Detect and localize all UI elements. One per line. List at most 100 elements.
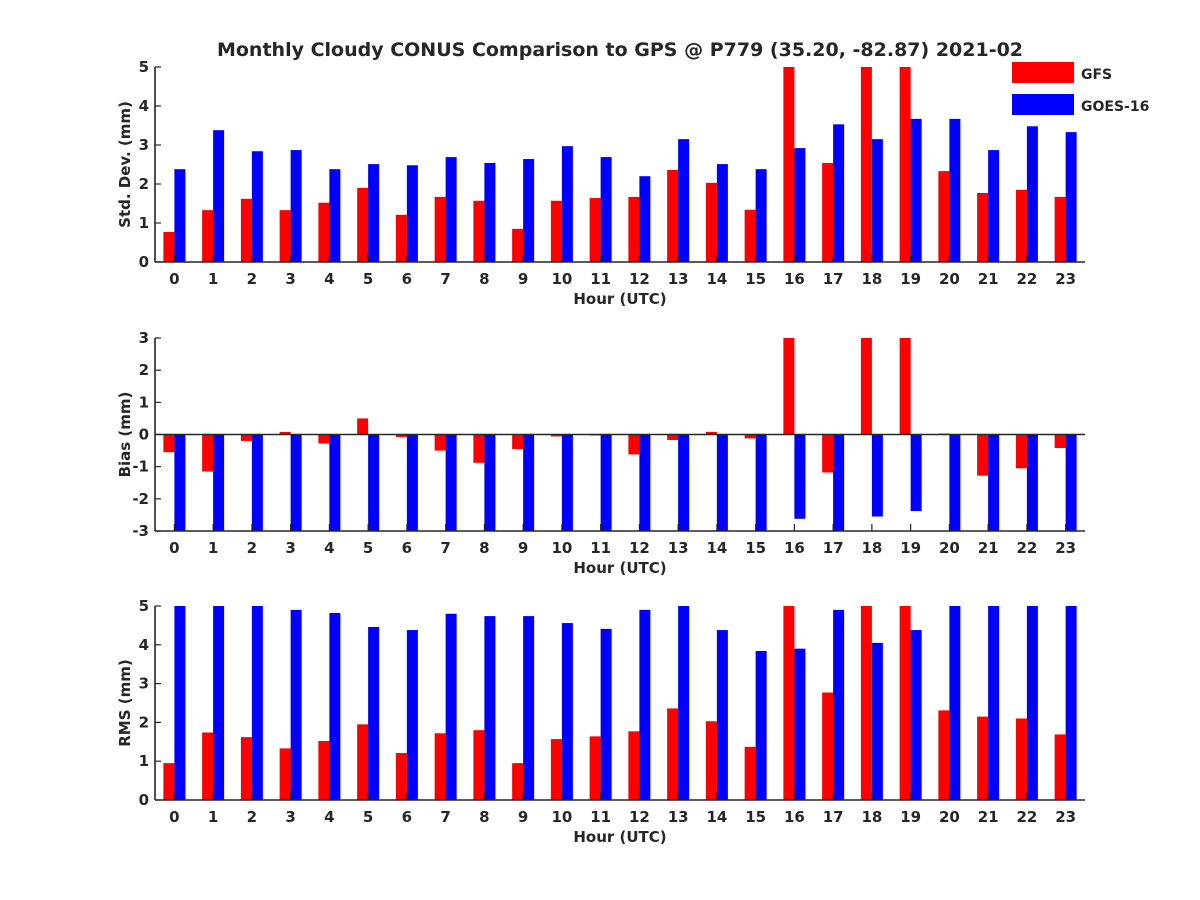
x-tick-label-22: 22 [1016,539,1037,557]
bar-goes16-16 [794,648,806,800]
bar-goes16-15 [755,434,767,531]
bar-goes16-8 [484,434,496,531]
y-tick-label-3: 3 [139,136,149,154]
x-tick-label-4: 4 [324,270,334,288]
x-tick-label-19: 19 [900,270,921,288]
bar-gfs-4 [318,202,330,262]
y-tick-label--2: -2 [132,490,149,508]
bar-gfs-23 [1054,196,1066,262]
bar-goes16-20 [949,118,961,263]
bar-goes16-21 [988,150,1000,262]
bar-gfs-13 [667,169,679,262]
x-tick-label-16: 16 [784,270,805,288]
bar-goes16-14 [716,164,728,262]
bar-gfs-5 [357,418,369,435]
x-tick-label-9: 9 [518,808,528,826]
legend-label-goes16: GOES-16 [1081,99,1149,115]
bar-gfs-20 [938,171,950,262]
x-tick-label-10: 10 [551,808,572,826]
bar-gfs-15 [744,746,756,800]
bar-gfs-12 [628,196,640,262]
x-tick-label-15: 15 [745,808,766,826]
bar-goes16-11 [600,628,612,800]
bar-goes16-12 [639,434,651,531]
x-tick-label-14: 14 [706,539,727,557]
x-tick-label-17: 17 [823,270,844,288]
bar-goes16-20 [949,606,961,800]
bar-goes16-1 [213,130,225,262]
x-tick-label-13: 13 [668,270,689,288]
x-tick-label-17: 17 [823,539,844,557]
x-tick-label-23: 23 [1055,539,1076,557]
bar-gfs-8 [473,730,485,800]
bar-goes16-21 [988,606,1000,800]
bar-goes16-6 [406,630,418,800]
bar-gfs-7 [434,434,446,451]
x-tick-label-3: 3 [285,539,295,557]
bar-gfs-1 [202,434,214,472]
x-tick-label-21: 21 [978,270,999,288]
x-tick-label-22: 22 [1016,270,1037,288]
x-tick-label-13: 13 [668,539,689,557]
bar-goes16-1 [213,434,225,531]
y-tick-label-4: 4 [139,97,149,115]
x-tick-label-16: 16 [784,539,805,557]
bar-goes16-4 [329,612,341,800]
bar-goes16-7 [445,157,457,262]
bar-gfs-15 [744,209,756,262]
bar-gfs-3 [279,748,291,800]
bar-gfs-0 [163,434,175,453]
bar-goes16-22 [1026,126,1038,262]
bar-gfs-6 [395,753,407,800]
bar-gfs-19 [899,67,911,262]
x-tick-label-4: 4 [324,539,334,557]
bar-gfs-2 [240,434,252,441]
bar-gfs-22 [1015,718,1027,800]
x-tick-label-7: 7 [440,270,450,288]
bar-goes16-18 [871,139,883,262]
x-tick-label-12: 12 [629,808,650,826]
bar-goes16-15 [755,169,767,262]
x-tick-label-1: 1 [208,539,218,557]
bar-gfs-10 [550,434,562,437]
bar-gfs-2 [240,737,252,800]
bar-gfs-16 [783,67,795,262]
y-tick-label-0: 0 [139,253,149,271]
x-tick-label-5: 5 [363,808,373,826]
y-axis-label: RMS (mm) [116,659,134,746]
x-tick-label-6: 6 [402,808,412,826]
bar-gfs-14 [705,721,717,800]
bar-goes16-3 [290,150,302,262]
y-tick-label-0: 0 [139,426,149,444]
bar-goes16-18 [871,434,883,517]
bar-goes16-8 [484,616,496,800]
bar-gfs-17 [822,162,834,262]
x-tick-label-21: 21 [978,539,999,557]
bar-goes16-12 [639,609,651,800]
bar-goes16-5 [368,164,380,262]
bar-goes16-0 [174,434,186,531]
bar-goes16-22 [1026,606,1038,800]
figure-title: Monthly Cloudy CONUS Comparison to GPS @… [217,39,1023,61]
bar-goes16-7 [445,613,457,800]
x-tick-label-2: 2 [247,270,257,288]
bar-gfs-12 [628,731,640,800]
bar-gfs-23 [1054,734,1066,800]
x-tick-label-7: 7 [440,539,450,557]
y-tick-label-2: 2 [139,175,149,193]
bar-gfs-18 [860,606,872,800]
bar-goes16-19 [910,630,922,800]
x-tick-label-14: 14 [706,808,727,826]
x-tick-label-23: 23 [1055,808,1076,826]
bar-goes16-16 [794,148,806,262]
bar-goes16-15 [755,651,767,800]
bar-goes16-11 [600,157,612,262]
y-tick-label-1: 1 [139,214,149,232]
bar-goes16-6 [406,434,418,531]
bar-goes16-10 [561,623,573,800]
y-tick-label-2: 2 [139,713,149,731]
bar-gfs-5 [357,724,369,800]
y-tick-label--3: -3 [132,522,149,540]
bar-goes16-2 [251,434,263,531]
